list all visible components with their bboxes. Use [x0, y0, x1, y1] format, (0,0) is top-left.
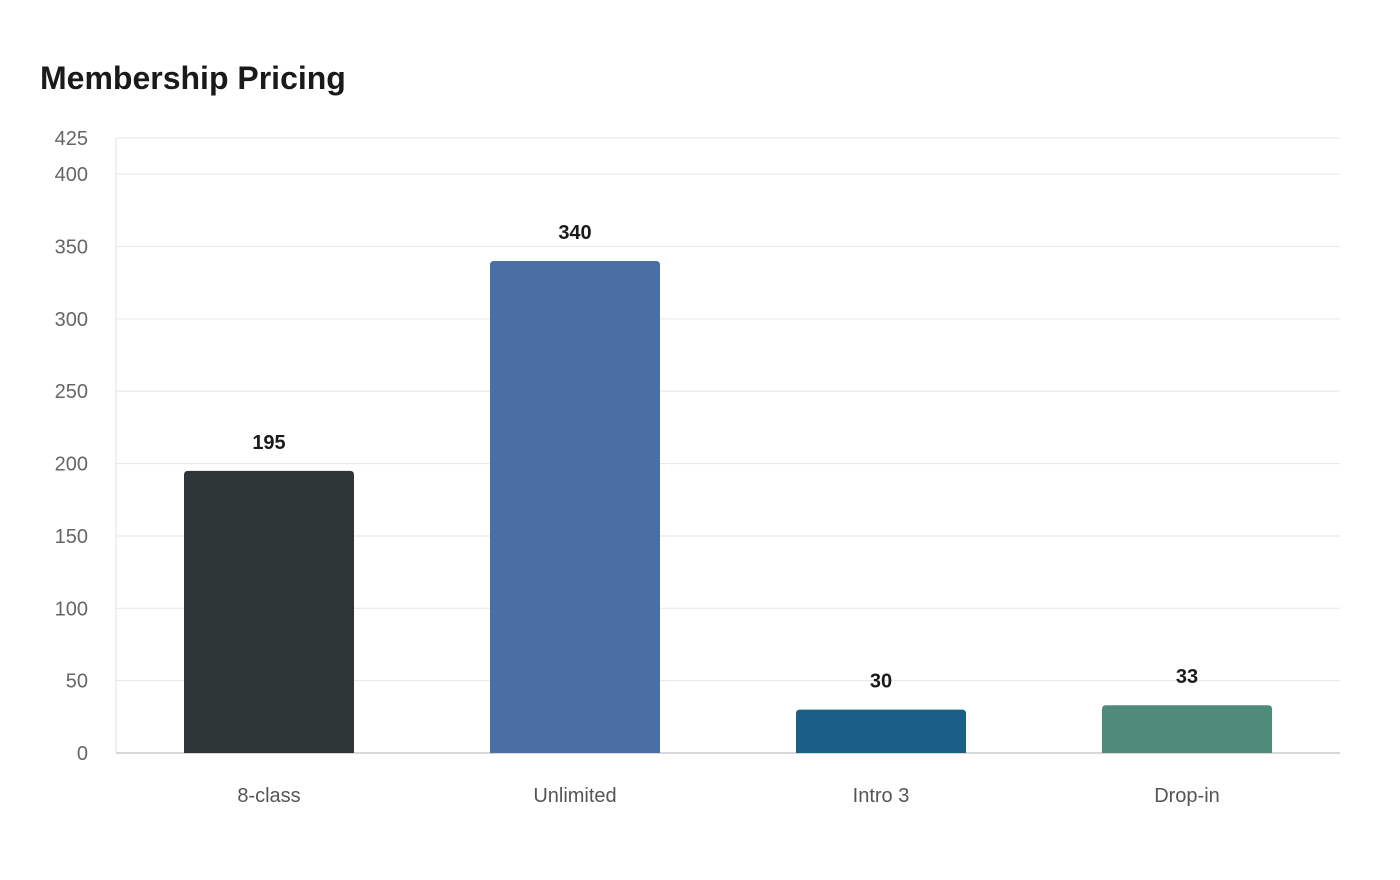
data-label: 30 [870, 671, 892, 693]
x-tick-label: Unlimited [533, 785, 616, 807]
y-tick-label: 250 [55, 381, 88, 403]
y-tick-label: 150 [55, 526, 88, 548]
y-tick-label: 400 [55, 164, 88, 186]
x-tick-label: 8-class [237, 785, 300, 807]
bar-8-class [184, 470, 354, 753]
y-tick-label: 300 [55, 309, 88, 331]
chart-title: Membership Pricing [40, 60, 346, 96]
y-tick-label: 350 [55, 237, 88, 259]
bar-drop-in [1102, 705, 1272, 753]
y-tick-label: 200 [55, 454, 88, 476]
x-tick-label: Drop-in [1154, 785, 1220, 807]
labels: 0 50 100 150 200 250 300 350 400 425 195 8-class 340… [55, 128, 1220, 807]
bars [184, 261, 1272, 753]
data-label: 340 [558, 222, 591, 244]
y-tick-label: 100 [55, 598, 88, 620]
bar-intro-3 [796, 709, 966, 753]
y-tick-label: 425 [55, 128, 88, 150]
x-tick-label: Intro 3 [853, 785, 910, 807]
bar-unlimited [490, 261, 660, 753]
data-label: 33 [1176, 666, 1198, 688]
y-tick-label: 50 [66, 671, 88, 693]
y-tick-label: 0 [77, 743, 88, 765]
data-label: 195 [252, 432, 285, 454]
